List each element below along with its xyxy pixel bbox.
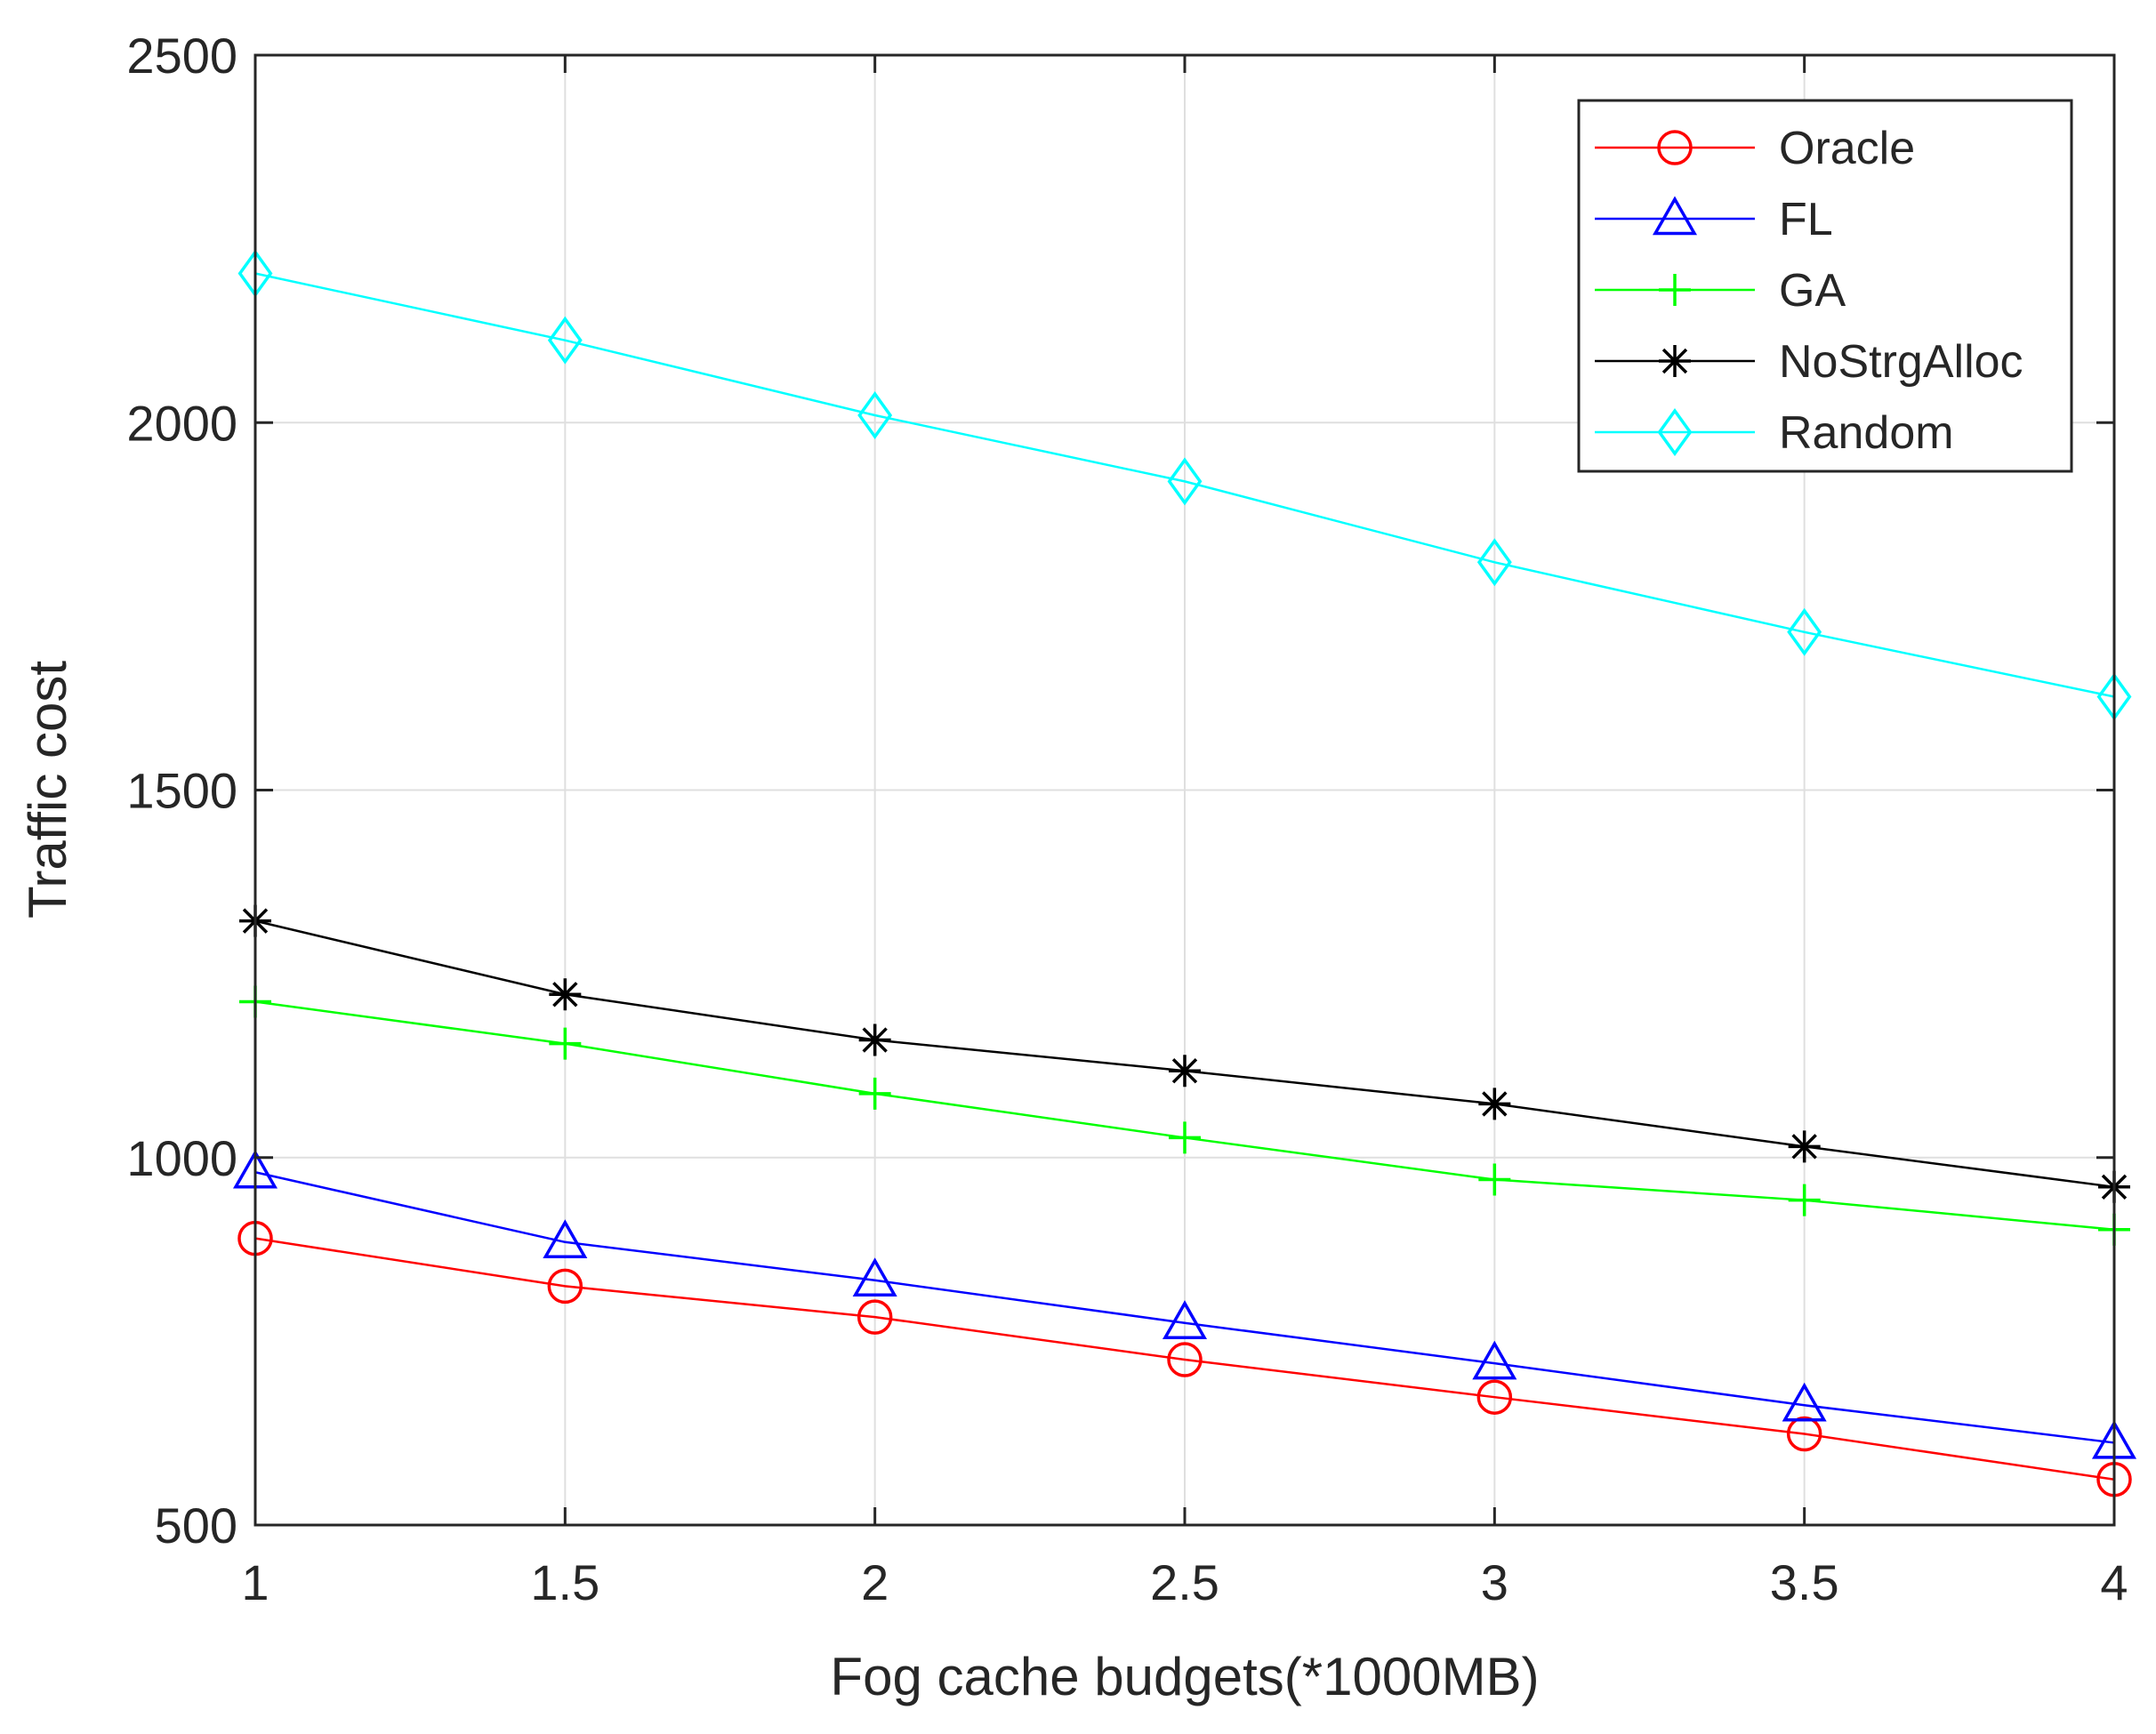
y-axis-title: Traffic cost [18, 661, 77, 919]
fl-point [852, 1257, 897, 1297]
ga-point [1788, 1184, 1821, 1216]
random-point [547, 316, 583, 365]
x-tick-label: 2.5 [1150, 1554, 1219, 1610]
oracle-line [254, 1237, 2115, 1481]
y-tick-label: 2500 [126, 28, 237, 84]
random-point [1167, 457, 1203, 506]
axis-ticks [253, 53, 2116, 1527]
legend-entry-ga: GA [1595, 265, 1846, 317]
legend-entry-nostrgalloc: NoStrgAlloc [1595, 336, 2023, 388]
random-point [1787, 607, 1822, 656]
legend-entry-oracle: Oracle [1595, 123, 1915, 174]
legend-marker-oracle [1657, 130, 1693, 165]
random-point [857, 390, 893, 439]
y-tick-label: 1000 [126, 1130, 237, 1186]
ga-point [858, 1077, 891, 1110]
legend-label-fl: FL [1779, 194, 1833, 245]
x-tick-label: 4 [2100, 1554, 2128, 1610]
oracle-point [1786, 1416, 1822, 1452]
ga-point [549, 1027, 582, 1060]
legend-label-oracle: Oracle [1779, 123, 1915, 174]
y-tick-label: 1500 [126, 763, 237, 819]
x-tick-label: 2 [861, 1554, 889, 1610]
legend-label-nostrgalloc: NoStrgAlloc [1779, 336, 2023, 388]
legend-marker-nostrgalloc [1659, 345, 1691, 377]
oracle-point [1167, 1342, 1203, 1377]
legend-entry-fl: FL [1595, 194, 1833, 245]
random-point [1476, 538, 1512, 587]
axis-tick-labels: 1 1.5 2 2.5 3 3.5 4 500 1000 1500 2000 2500 [126, 28, 2128, 1610]
legend-marker-fl [1652, 196, 1698, 236]
legend-label-ga: GA [1779, 265, 1846, 317]
x-tick-label: 3.5 [1770, 1554, 1839, 1610]
x-tick-label: 1 [241, 1554, 269, 1610]
oracle-point [857, 1299, 893, 1335]
x-axis-title: Fog cache budgets(*1000MB) [830, 1647, 1539, 1706]
oracle-point [547, 1268, 583, 1305]
y-tick-label: 500 [155, 1497, 237, 1553]
nostrgalloc-point [1169, 1055, 1201, 1088]
fl-point [543, 1219, 588, 1259]
data-series [232, 249, 2137, 1497]
legend: Oracle FL GA NoStrgAlloc Random [1577, 99, 2073, 473]
legend-marker-random [1657, 408, 1693, 456]
nostrgalloc-point [549, 978, 582, 1011]
x-tick-label: 3 [1481, 1554, 1508, 1610]
fl-point [1162, 1300, 1208, 1339]
nostrgalloc-point [1788, 1130, 1821, 1163]
x-tick-label: 1.5 [530, 1554, 599, 1610]
nostrgalloc-point [858, 1024, 891, 1056]
legend-marker-ga [1659, 274, 1691, 306]
fl-point [1472, 1340, 1517, 1380]
random-line [254, 272, 2115, 698]
series-fl [232, 1149, 2137, 1459]
ga-point [1169, 1121, 1201, 1154]
y-tick-label: 2000 [126, 395, 237, 451]
fl-point [1782, 1382, 1827, 1422]
nostrgalloc-point [1478, 1088, 1511, 1120]
legend-box [1577, 99, 2073, 473]
oracle-point [1476, 1379, 1513, 1415]
ga-point [1478, 1163, 1511, 1196]
legend-entry-random: Random [1595, 407, 1954, 459]
legend-label-random: Random [1779, 407, 1954, 459]
fl-line [254, 1171, 2115, 1444]
